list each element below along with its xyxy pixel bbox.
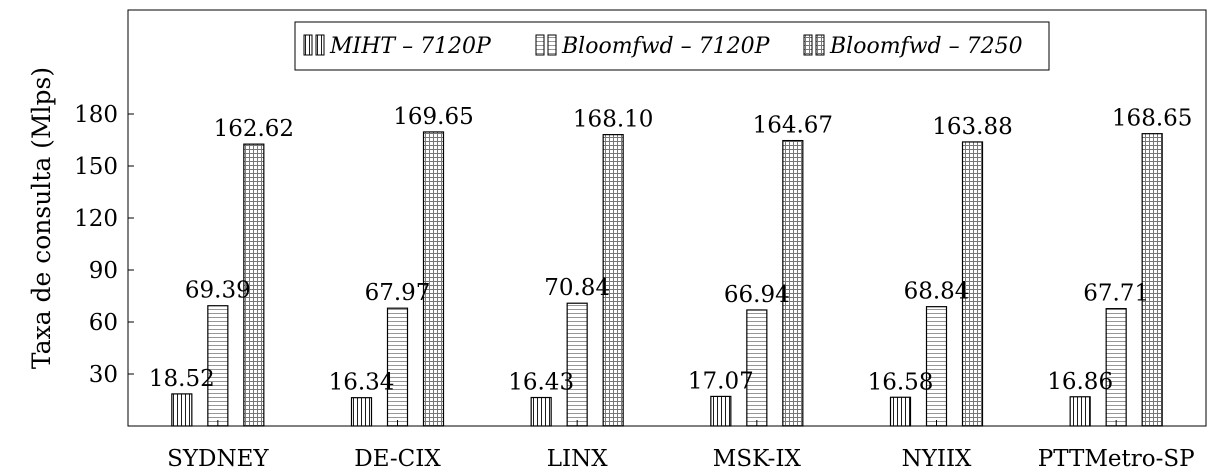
- legend-swatch: [315, 34, 325, 56]
- y-axis-title: Taxa de consulta (Mlps): [27, 67, 56, 369]
- data-label: 16.43: [508, 370, 574, 396]
- data-label: 69.39: [185, 278, 251, 304]
- legend-label: Bloomfwd – 7120P: [561, 34, 771, 59]
- x-tick-label: PTTMetro-SP: [1038, 446, 1195, 472]
- y-tick-label: 180: [74, 102, 118, 128]
- bar: [171, 393, 193, 427]
- legend: MIHT – 7120P Bloomfwd – 7120P Bloomfwd – 7…: [294, 21, 1050, 71]
- x-axis: SYDNEY DE-CIX LINX MSK-IX NYIIX PTTMetro-SP: [167, 420, 1195, 472]
- y-tick-label: 120: [74, 206, 118, 232]
- legend-swatch: [535, 34, 545, 56]
- bar: [602, 134, 624, 427]
- bar: [530, 396, 552, 427]
- bar: [710, 395, 732, 427]
- legend-swatch: [303, 34, 313, 56]
- y-tick-label: 60: [89, 310, 118, 336]
- data-label: 163.88: [932, 114, 1012, 140]
- data-label: 162.62: [214, 116, 294, 142]
- plot-area: [127, 9, 1207, 427]
- bar: [889, 396, 912, 427]
- x-tick-label: NYIIX: [902, 446, 972, 472]
- x-tick-label: LINX: [547, 446, 608, 472]
- legend-swatch: [803, 34, 813, 56]
- data-label: 16.58: [868, 369, 934, 395]
- legend-swatch: [547, 34, 557, 56]
- y-tick-label: 30: [89, 362, 118, 388]
- data-label: 17.07: [688, 368, 754, 394]
- x-tick-label: SYDNEY: [167, 446, 269, 472]
- bar: [350, 397, 373, 427]
- data-label: 168.10: [573, 107, 653, 133]
- data-label: 164.67: [753, 113, 833, 139]
- data-label: 168.65: [1112, 106, 1192, 132]
- bar: [243, 143, 265, 427]
- bar: [1105, 308, 1127, 427]
- bars: [171, 131, 1163, 427]
- data-label: 66.94: [724, 282, 790, 308]
- data-label: 70.84: [544, 275, 610, 301]
- data-label: 18.52: [149, 366, 215, 392]
- bar: [566, 302, 588, 427]
- legend-label: Bloomfwd – 7250: [829, 34, 1023, 59]
- data-labels: 18.52 69.39 162.62 16.34 67.97 169.65 16.43 70.…: [149, 104, 1193, 396]
- bar: [1069, 396, 1091, 427]
- legend-label: MIHT – 7120P: [329, 34, 492, 59]
- legend-box: [294, 21, 1050, 71]
- data-label: 16.34: [329, 370, 395, 396]
- bar: [386, 307, 409, 427]
- x-tick-label: MSK-IX: [713, 446, 802, 472]
- bar: [782, 139, 804, 427]
- y-axis: 30 60 90 120 150 180: [74, 102, 134, 388]
- data-label: 67.97: [365, 280, 431, 306]
- data-label: 67.71: [1083, 281, 1149, 307]
- data-label: 16.86: [1047, 369, 1113, 395]
- bar: [961, 141, 984, 427]
- legend-swatch: [815, 34, 825, 56]
- x-tick-label: DE-CIX: [354, 446, 441, 472]
- y-tick-label: 90: [89, 258, 118, 284]
- data-label: 169.65: [393, 104, 473, 130]
- bar: [422, 131, 445, 427]
- bar: [1141, 133, 1163, 427]
- data-label: 68.84: [904, 279, 970, 305]
- bar: [925, 306, 948, 427]
- y-tick-label: 150: [74, 154, 118, 180]
